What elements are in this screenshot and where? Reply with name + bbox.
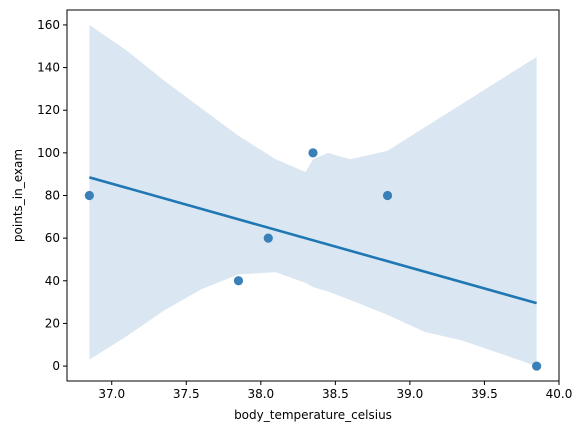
regression-line-layer: [89, 176, 537, 305]
x-tick-label: 39.0: [397, 387, 424, 401]
y-tick-label: 100: [37, 146, 60, 160]
x-tick-label: 38.5: [322, 387, 349, 401]
data-point: [263, 233, 273, 243]
x-axis-label: body_temperature_celsius: [234, 408, 392, 422]
data-point: [532, 361, 542, 371]
y-tick-label: 0: [52, 359, 60, 373]
x-tick-label: 37.0: [98, 387, 125, 401]
x-tick-label: 38.0: [247, 387, 274, 401]
y-tick-label: 20: [45, 316, 60, 330]
data-point: [382, 190, 393, 201]
y-tick-label: 60: [45, 231, 60, 245]
x-tick-label: 40.0: [546, 387, 573, 401]
y-tick-label: 120: [37, 103, 60, 117]
y-tick-label: 40: [45, 274, 60, 288]
confidence-band-layer: [89, 24, 537, 367]
y-tick-label: 160: [37, 18, 60, 32]
regression-line: [89, 176, 537, 305]
confidence-band: [89, 24, 537, 367]
data-points-layer: [84, 148, 542, 371]
data-point: [233, 276, 244, 286]
x-axis-ticks: 37.0 37.5 38.0 38.5 39.0 39.5 40.0: [98, 381, 572, 401]
data-point: [308, 148, 318, 158]
y-tick-label: 140: [37, 61, 60, 75]
data-point: [84, 190, 94, 201]
x-tick-label: 37.5: [173, 387, 200, 401]
y-axis-label: points_in_exam: [11, 149, 25, 242]
y-tick-label: 80: [45, 189, 60, 203]
x-tick-label: 39.5: [471, 387, 498, 401]
y-axis-ticks: 0 20 40 60 80 100 120 140 160: [37, 18, 67, 373]
